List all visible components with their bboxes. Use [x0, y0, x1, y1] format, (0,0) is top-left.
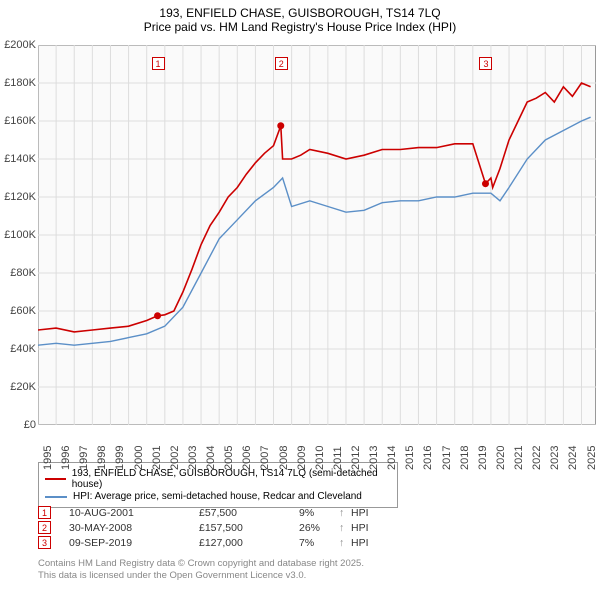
- ytick-label: £200K: [0, 39, 36, 51]
- ytick-label: £20K: [0, 381, 36, 393]
- arrow-up-icon: ↑: [339, 522, 351, 534]
- ytick-label: £80K: [0, 267, 36, 279]
- event-suffix: HPI: [351, 507, 369, 519]
- xtick-label: 2011: [332, 430, 344, 470]
- arrow-up-icon: ↑: [339, 537, 351, 549]
- price-dot: [482, 180, 489, 187]
- ytick-label: £100K: [0, 229, 36, 241]
- event-row: 2 30-MAY-2008£157,50026%↑HPI: [38, 521, 369, 534]
- title-address: 193, ENFIELD CHASE, GUISBOROUGH, TS14 7L…: [0, 6, 600, 20]
- xtick-label: 1999: [114, 430, 126, 470]
- event-pct: 7%: [299, 537, 339, 549]
- xtick-label: 2019: [477, 430, 489, 470]
- title-subtitle: Price paid vs. HM Land Registry's House …: [0, 20, 600, 34]
- event-price: £57,500: [199, 507, 299, 519]
- xtick-label: 2000: [133, 430, 145, 470]
- ytick-label: £0: [0, 419, 36, 431]
- xtick-label: 2003: [187, 430, 199, 470]
- footer-line1: Contains HM Land Registry data © Crown c…: [38, 558, 364, 570]
- event-marker-small: 2: [38, 521, 51, 534]
- footer-attribution: Contains HM Land Registry data © Crown c…: [38, 558, 364, 583]
- event-suffix: HPI: [351, 537, 369, 549]
- xtick-label: 2007: [259, 430, 271, 470]
- event-marker-small: 3: [38, 536, 51, 549]
- xtick-label: 1997: [78, 430, 90, 470]
- series-price_paid: [38, 83, 591, 332]
- xtick-label: 2023: [549, 430, 561, 470]
- ytick-label: £160K: [0, 115, 36, 127]
- event-row: 1 10-AUG-2001£57,5009%↑HPI: [38, 506, 369, 519]
- xtick-label: 2004: [205, 430, 217, 470]
- xtick-label: 2017: [441, 430, 453, 470]
- xtick-label: 2008: [278, 430, 290, 470]
- event-marker: 3: [479, 57, 492, 70]
- price-dot: [154, 312, 161, 319]
- xtick-label: 2013: [368, 430, 380, 470]
- xtick-label: 2016: [422, 430, 434, 470]
- xtick-label: 2018: [459, 430, 471, 470]
- event-pct: 9%: [299, 507, 339, 519]
- xtick-label: 2021: [513, 430, 525, 470]
- xtick-label: 2005: [223, 430, 235, 470]
- ytick-label: £180K: [0, 77, 36, 89]
- xtick-label: 2006: [241, 430, 253, 470]
- xtick-label: 2025: [586, 430, 598, 470]
- event-row: 3 09-SEP-2019£127,0007%↑HPI: [38, 536, 369, 549]
- arrow-up-icon: ↑: [339, 507, 351, 519]
- xtick-label: 2020: [495, 430, 507, 470]
- ytick-label: £120K: [0, 191, 36, 203]
- legend-label: 193, ENFIELD CHASE, GUISBOROUGH, TS14 7L…: [72, 468, 391, 490]
- xtick-label: 2009: [296, 430, 308, 470]
- event-date: 10-AUG-2001: [69, 507, 199, 519]
- event-price: £127,000: [199, 537, 299, 549]
- xtick-label: 2001: [151, 430, 163, 470]
- legend-label: HPI: Average price, semi-detached house,…: [73, 491, 362, 502]
- chart-titles: 193, ENFIELD CHASE, GUISBOROUGH, TS14 7L…: [0, 0, 600, 34]
- legend-swatch: [45, 478, 66, 480]
- xtick-label: 1998: [96, 430, 108, 470]
- event-marker-small: 1: [38, 506, 51, 519]
- event-suffix: HPI: [351, 522, 369, 534]
- event-price: £157,500: [199, 522, 299, 534]
- xtick-label: 2002: [169, 430, 181, 470]
- event-date: 30-MAY-2008: [69, 522, 199, 534]
- ytick-label: £60K: [0, 305, 36, 317]
- xtick-label: 2014: [386, 430, 398, 470]
- chart-svg: [38, 45, 596, 425]
- event-table: 110-AUG-2001£57,5009%↑HPI230-MAY-2008£15…: [38, 504, 369, 551]
- event-marker: 2: [275, 57, 288, 70]
- chart-area: [38, 45, 596, 425]
- event-pct: 26%: [299, 522, 339, 534]
- xtick-label: 1995: [42, 430, 54, 470]
- footer-line2: This data is licensed under the Open Gov…: [38, 570, 364, 582]
- xtick-label: 2015: [404, 430, 416, 470]
- price-dot: [277, 122, 284, 129]
- ytick-label: £140K: [0, 153, 36, 165]
- event-marker: 1: [152, 57, 165, 70]
- event-date: 09-SEP-2019: [69, 537, 199, 549]
- legend: 193, ENFIELD CHASE, GUISBOROUGH, TS14 7L…: [38, 462, 398, 508]
- legend-row: 193, ENFIELD CHASE, GUISBOROUGH, TS14 7L…: [45, 468, 391, 490]
- xtick-label: 2012: [350, 430, 362, 470]
- ytick-label: £40K: [0, 343, 36, 355]
- xtick-label: 1996: [60, 430, 72, 470]
- xtick-label: 2024: [567, 430, 579, 470]
- legend-row: HPI: Average price, semi-detached house,…: [45, 491, 391, 502]
- xtick-label: 2010: [314, 430, 326, 470]
- xtick-label: 2022: [531, 430, 543, 470]
- legend-swatch: [45, 496, 67, 498]
